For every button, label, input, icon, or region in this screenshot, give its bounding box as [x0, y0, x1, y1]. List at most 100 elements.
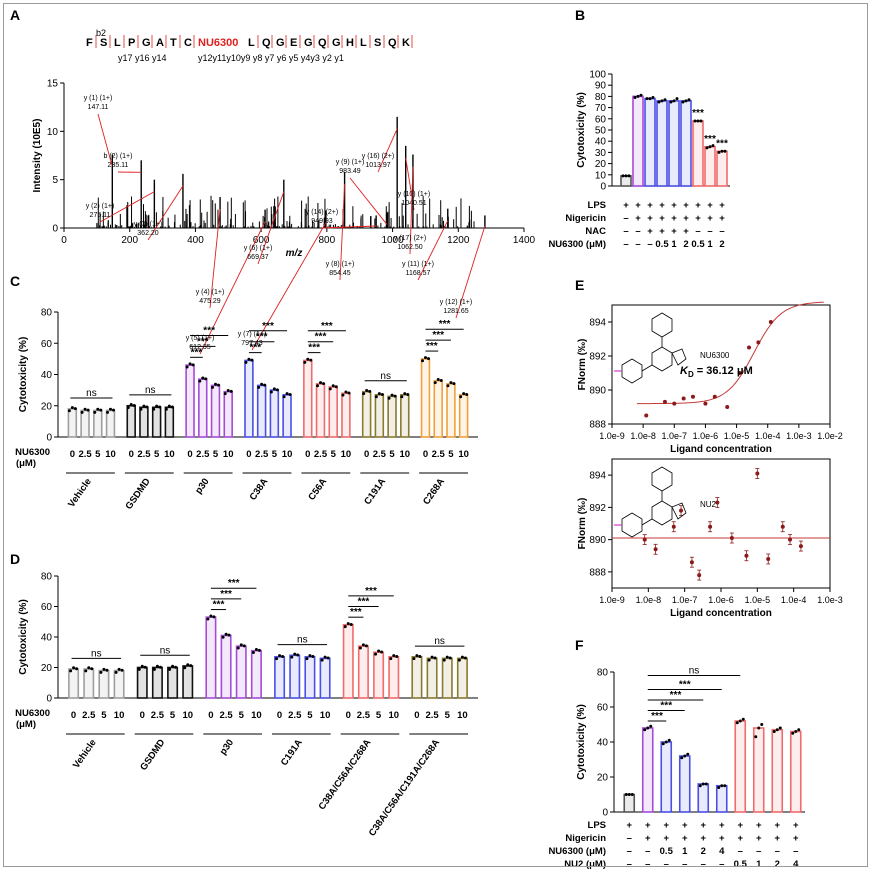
panelD-data-point: [254, 648, 258, 652]
panelA-residue: Q: [318, 37, 327, 49]
panelC-data-point: [260, 382, 264, 386]
panelD-data-point: [174, 665, 178, 669]
panelD-data-point: [308, 654, 312, 658]
panelC-data-point: [132, 403, 136, 407]
panelF-treatment-cell: –: [793, 846, 798, 857]
panelC-dose-label: 10: [341, 449, 352, 460]
panelE2-y-tick-label: 894: [589, 471, 606, 482]
panelE1-ring: [671, 348, 687, 366]
panelF-data-point: [646, 726, 650, 730]
panelF-treatment-row-label: Nigericin: [565, 833, 606, 844]
panelA-peak-ion-label: y (7) (1+): [238, 331, 267, 338]
panelA-peak-mz-label: 1040.51: [401, 200, 426, 207]
panelD-bar: [411, 656, 423, 699]
panelB-data-point: [693, 119, 697, 123]
panelC-dose-label: 10: [458, 449, 469, 460]
panelF-data-point: [791, 731, 795, 735]
panelC-bar: [269, 389, 280, 438]
panelD-data-point: [346, 622, 350, 626]
panelC-data-point: [126, 406, 130, 410]
panelC-dose-label: 10: [223, 449, 234, 460]
panelE2-x-tick-label: 1.0e-4: [781, 595, 807, 605]
panelF-treatment-cell: 0.5: [734, 859, 748, 870]
panelA-peak-ion-label: y (8) (1+): [326, 261, 355, 268]
panelB-treatment-cell: +: [683, 213, 689, 224]
panelF-y-tick-label: 40: [597, 738, 609, 749]
panelC-bar: [303, 359, 313, 438]
panelA-peak-ion-label: y (16) (2+): [362, 153, 394, 160]
panelF-treatment-cell: +: [700, 820, 706, 831]
panelC-data-point: [145, 405, 149, 409]
panelC-data-point: [83, 407, 87, 411]
panelE1-kd-symbol: K: [680, 365, 689, 377]
panelC-dose-label: 0: [70, 449, 75, 460]
panelB-y-tick-label: 10: [595, 170, 607, 181]
panelF-bar: [697, 783, 710, 813]
panelD-data-point: [445, 655, 449, 659]
panelD-data-point: [427, 658, 431, 662]
panelA-residue: S: [100, 37, 107, 49]
panelE1-data-point: [690, 394, 695, 399]
panelD-group-label: C38A/C56A/C191A/C268A: [367, 737, 442, 838]
panelD-bar: [373, 651, 385, 699]
panelF-data-point: [754, 735, 758, 739]
panelF-treatment-cell: +: [756, 833, 762, 844]
panelA-peak-ion-label: y (12) (1+): [440, 299, 472, 306]
panelF-treatment-cell: –: [701, 859, 706, 870]
panelA-peak-mz-label: 235.11: [108, 162, 129, 169]
panelD-group-label: GSDMD: [138, 737, 167, 772]
panelC-group-label: GSDMD: [123, 476, 152, 511]
panelA-y-tick-label: 5: [52, 175, 58, 186]
panelF-treatment-cell: –: [645, 846, 650, 857]
panelD-y-tick-label: 40: [41, 633, 53, 644]
panelD-bar: [151, 666, 163, 699]
panelC-data-point: [112, 408, 115, 412]
panelD-data-point: [326, 656, 330, 660]
panelB-bar: [716, 150, 728, 187]
panelF-data-point: [757, 726, 761, 730]
panelD-data-point: [323, 655, 327, 659]
panelC-dose-label: 5: [331, 449, 337, 460]
panelB-treatment-cell: –: [695, 226, 700, 237]
panelC-significance-label: ns: [380, 371, 391, 382]
panelE2-x-tick-label: 1.0e-9: [599, 595, 625, 605]
panelB-bar: [632, 95, 644, 187]
panelA-x-tick-label: 400: [187, 235, 204, 246]
panelE1-data-point: [703, 401, 708, 406]
panelD-data-point: [152, 667, 156, 671]
panelA-x-tick-label: 1200: [447, 235, 470, 246]
panelF-treatment-cell: –: [682, 859, 687, 870]
panelD-significance-label: ***: [213, 600, 225, 611]
panelC-data-point: [250, 358, 254, 362]
panelC-bar: [67, 408, 78, 438]
panelD-dose-label: 2.5: [82, 710, 96, 721]
panelA-annotation-leader: [257, 191, 285, 265]
panelF-data-point: [720, 784, 724, 788]
panelB-data-point: [669, 100, 673, 104]
panelB-data-point: [717, 150, 721, 154]
panelD-dose-label: 10: [114, 710, 125, 721]
panelD-group-label: C191A: [279, 737, 305, 768]
panelF-y-axis: 0 20 40 60 80 Cytotoxicity (%): [576, 668, 615, 819]
panelC-data-point: [421, 359, 424, 363]
panelE2-data-point: [708, 524, 713, 529]
panelA-modification-label: NU6300: [198, 37, 238, 49]
panelE2-y-tick-label: 890: [589, 535, 606, 546]
panelC-data-point: [387, 396, 391, 400]
panelA-annotation-leader: [339, 183, 346, 281]
panelF-bar: [678, 755, 691, 813]
panelE1-data-point: [672, 401, 677, 406]
panelC-dose-label: 5: [389, 449, 395, 460]
panelF-y-tick-label: 80: [597, 668, 609, 679]
panelD-bar: [274, 656, 286, 699]
panelC-bar: [328, 386, 338, 438]
panelC-bar: [341, 392, 351, 438]
panelA-peak-ion-label: y (9) (1+): [336, 159, 365, 166]
panelB-treatment-cell: +: [707, 213, 713, 224]
panelF-y-axis-title: Cytotoxicity (%): [576, 704, 587, 780]
panelA-residue: F: [86, 37, 93, 49]
panelF-data-point: [661, 742, 665, 746]
panelF-data-point: [664, 740, 668, 744]
panelC-data-point: [198, 379, 202, 383]
